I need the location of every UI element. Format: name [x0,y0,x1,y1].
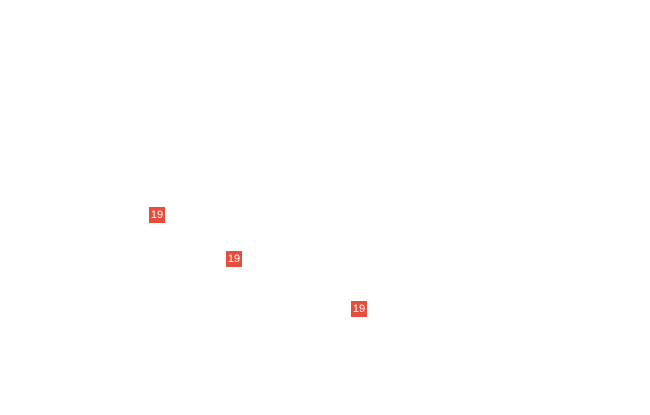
part-callout-badge-2[interactable]: 19 [226,251,242,267]
part-callout-badge-1[interactable]: 19 [149,207,165,223]
part-callout-badge-3[interactable]: 19 [351,301,367,317]
